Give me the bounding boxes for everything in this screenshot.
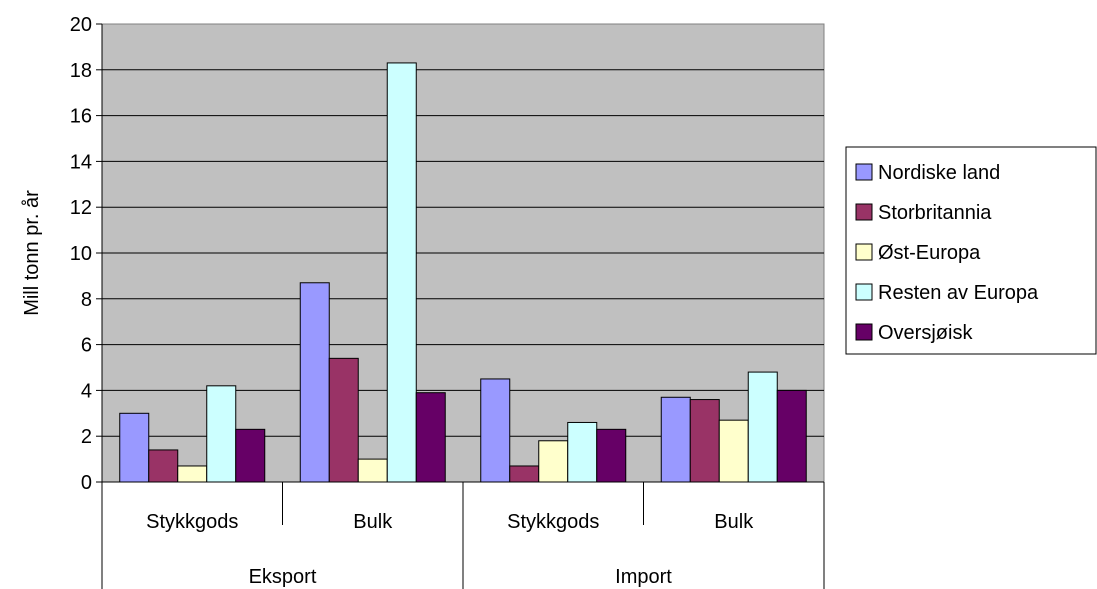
- y-tick-label: 4: [81, 380, 92, 402]
- legend-label: Øst-Europa: [878, 242, 981, 264]
- y-tick-label: 20: [70, 14, 92, 36]
- legend-swatch: [855, 163, 873, 181]
- y-axis-label: Mill tonn pr. år: [21, 190, 43, 316]
- y-tick-label: 16: [70, 106, 92, 128]
- bar: [689, 399, 720, 483]
- y-tick-label: 18: [70, 60, 92, 82]
- bar: [660, 396, 691, 483]
- y-tick-label: 14: [70, 151, 92, 173]
- y-tick-label: 10: [70, 243, 92, 265]
- y-tick-label: 0: [81, 472, 92, 494]
- bar: [177, 465, 208, 483]
- bar: [148, 449, 179, 483]
- bar: [235, 428, 266, 483]
- x-category-label: Stykkgods: [146, 511, 238, 533]
- x-axis: Stykkgods Bulk Stykkgods Bulk Eksport Import: [101, 481, 825, 589]
- legend-swatch: [855, 203, 873, 221]
- legend: Nordiske land Storbritannia Øst-Europa Rest…: [845, 146, 1097, 355]
- bar: [747, 371, 778, 483]
- bar: [538, 440, 569, 483]
- legend-swatch: [855, 243, 873, 261]
- legend-swatch: [855, 283, 873, 301]
- legend-label: Oversjøisk: [878, 322, 973, 344]
- bar: [776, 389, 807, 483]
- bar: [357, 458, 388, 483]
- bar: [567, 421, 598, 483]
- bars: [119, 62, 807, 483]
- y-tick-label: 2: [81, 426, 92, 448]
- x-group-label: Import: [615, 566, 672, 588]
- legend-box: [845, 146, 1097, 355]
- bar: [509, 465, 540, 483]
- legend-label: Storbritannia: [878, 202, 992, 224]
- legend-swatch: [855, 323, 873, 341]
- legend-label: Resten av Europa: [878, 282, 1039, 304]
- bar: [415, 392, 446, 483]
- legend-label: Nordiske land: [878, 162, 1000, 184]
- y-tick-label: 12: [70, 197, 92, 219]
- bar: [386, 62, 417, 483]
- y-tick-label: 6: [81, 335, 92, 357]
- x-category-label: Bulk: [714, 511, 754, 533]
- bar: [480, 378, 511, 483]
- bar: [596, 428, 627, 483]
- bar: [718, 419, 749, 483]
- x-category-label: Stykkgods: [507, 511, 599, 533]
- x-group-label: Eksport: [249, 566, 317, 588]
- y-tick-label: 8: [81, 289, 92, 311]
- bar: [206, 385, 237, 483]
- bar: [328, 357, 359, 483]
- x-category-label: Bulk: [353, 511, 393, 533]
- y-axis: 0 2 4 6 8 10 12 14 16 18 20: [70, 14, 103, 494]
- bar: [299, 282, 330, 483]
- bar: [119, 412, 150, 483]
